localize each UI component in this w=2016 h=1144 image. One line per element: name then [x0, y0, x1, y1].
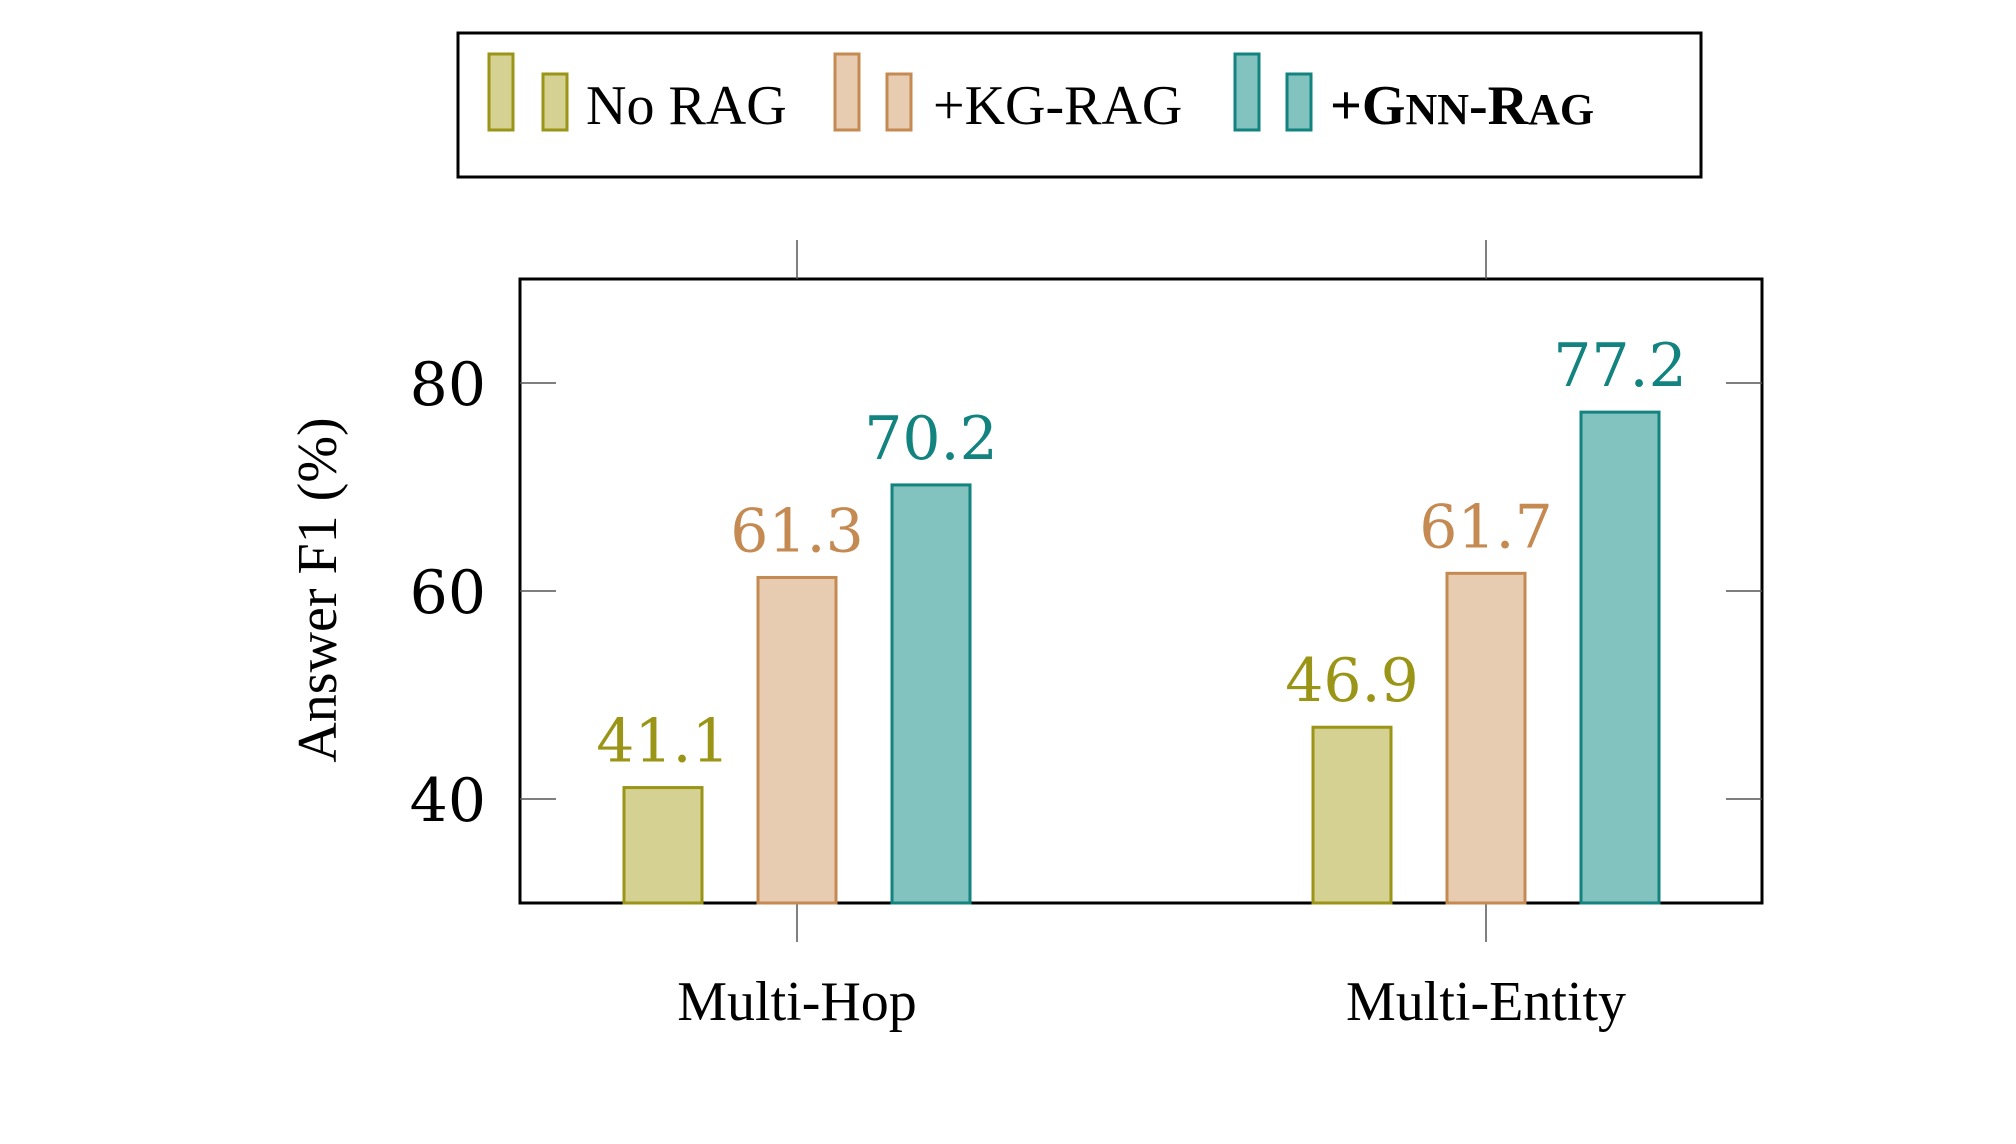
bar — [1445, 571, 1527, 905]
y-tick-label: 40 — [410, 766, 486, 836]
y-axis-label: Answer F1 (%) — [287, 417, 349, 762]
legend-item-gnn-rag: +GNN-RAG — [1233, 52, 1594, 137]
legend-swatch-kg-rag-1 — [833, 52, 861, 132]
legend-item-kg-rag: +KG-RAG — [833, 52, 1182, 137]
category-labels: Multi-Hop Multi-Entity — [677, 971, 1626, 1033]
bars — [622, 410, 1661, 905]
value-labels: 41.1 61.370.2 46.9 61.7 77.2 — [596, 331, 1687, 776]
legend-swatch-gnn-rag-1 — [1233, 52, 1261, 132]
legend-label-gnn-rag: +GNN-RAG — [1330, 75, 1594, 137]
bar-value-label: 70.2 — [864, 404, 998, 474]
y-tick-label: 80 — [410, 350, 486, 420]
x-ticks — [796, 240, 1487, 942]
bar-value-label: 41.1 — [596, 707, 730, 777]
bar — [1311, 725, 1393, 905]
bar-value-label: 61.7 — [1419, 492, 1553, 562]
bar — [622, 786, 704, 905]
legend: No RAG +KG-RAG +GNN-RAG — [456, 31, 1703, 179]
y-tick-label: 60 — [410, 558, 486, 628]
legend-item-no-rag: No RAG — [487, 52, 787, 137]
x-category-label: Multi-Hop — [677, 971, 917, 1033]
x-category-label: Multi-Entity — [1346, 971, 1626, 1033]
legend-label-no-rag: No RAG — [586, 75, 787, 137]
y-ticks: 40 60 80 — [410, 350, 1762, 836]
bar-value-label: 77.2 — [1553, 331, 1687, 401]
legend-swatch-no-rag-2 — [541, 72, 569, 132]
legend-swatch-kg-rag-2 — [885, 72, 913, 132]
bar-value-label: 46.9 — [1285, 646, 1419, 716]
bar-value-label: 61.3 — [730, 496, 864, 566]
legend-swatch-no-rag-1 — [487, 52, 515, 132]
plot-area: 40 60 80 41.1 61.370.2 46.9 61.7 77.2 Multi-Ho… — [287, 240, 1764, 1033]
legend-frame — [456, 31, 1703, 179]
bar — [890, 483, 972, 905]
legend-label-kg-rag: +KG-RAG — [933, 75, 1182, 137]
legend-swatch-gnn-rag-2 — [1285, 72, 1313, 132]
bar — [756, 575, 838, 905]
bar — [1579, 410, 1661, 905]
